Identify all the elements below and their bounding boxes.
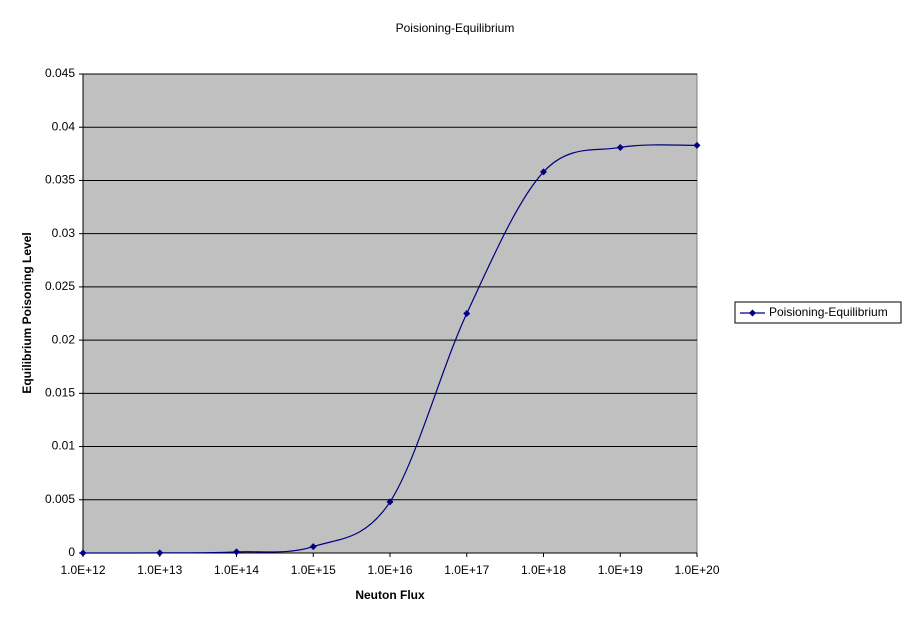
- point-marker: [693, 141, 701, 149]
- y-tick-label: 0.01: [52, 439, 76, 453]
- series-line: [82, 144, 698, 554]
- x-tick-label: 1.0E+18: [521, 563, 566, 577]
- point-marker: [540, 168, 547, 176]
- legend-label: Poisioning-Equilibrium: [769, 305, 888, 319]
- y-tick-label: 0.03: [52, 226, 76, 240]
- x-axis-title: Neuton Flux: [355, 588, 425, 602]
- point-marker: [616, 143, 624, 151]
- x-tick-label: 1.0E+19: [598, 563, 643, 577]
- y-tick-label: 0: [68, 545, 75, 559]
- x-tick-label: 1.0E+15: [291, 563, 336, 577]
- x-tick-label: 1.0E+16: [367, 563, 412, 577]
- y-tick-label: 0.015: [45, 386, 75, 400]
- point-marker: [463, 310, 471, 317]
- chart-title: Poisioning-Equilibrium: [396, 21, 515, 35]
- x-tick-label: 1.0E+20: [674, 563, 719, 577]
- legend-box: [734, 301, 902, 324]
- x-tick-label: 1.0E+14: [214, 563, 259, 577]
- y-tick-label: 0.005: [45, 492, 75, 506]
- y-tick-label: 0.025: [45, 279, 75, 293]
- point-marker: [156, 549, 164, 557]
- plot-area: [82, 73, 698, 554]
- y-tick-label: 0.045: [45, 66, 75, 80]
- x-tick-label: 1.0E+13: [137, 563, 182, 577]
- y-tick-label: 0.02: [52, 332, 76, 346]
- x-tick-label: 1.0E+12: [60, 563, 105, 577]
- x-tick-label: 1.0E+17: [444, 563, 489, 577]
- legend-marker: [749, 309, 756, 317]
- point-marker: [233, 548, 240, 556]
- point-marker: [309, 543, 317, 551]
- y-tick-label: 0.035: [45, 173, 75, 187]
- point-marker: [79, 549, 87, 557]
- y-axis-title: Equilibrium Poisoning Level: [20, 232, 34, 393]
- y-tick-label: 0.04: [52, 119, 76, 133]
- point-marker: [386, 498, 394, 506]
